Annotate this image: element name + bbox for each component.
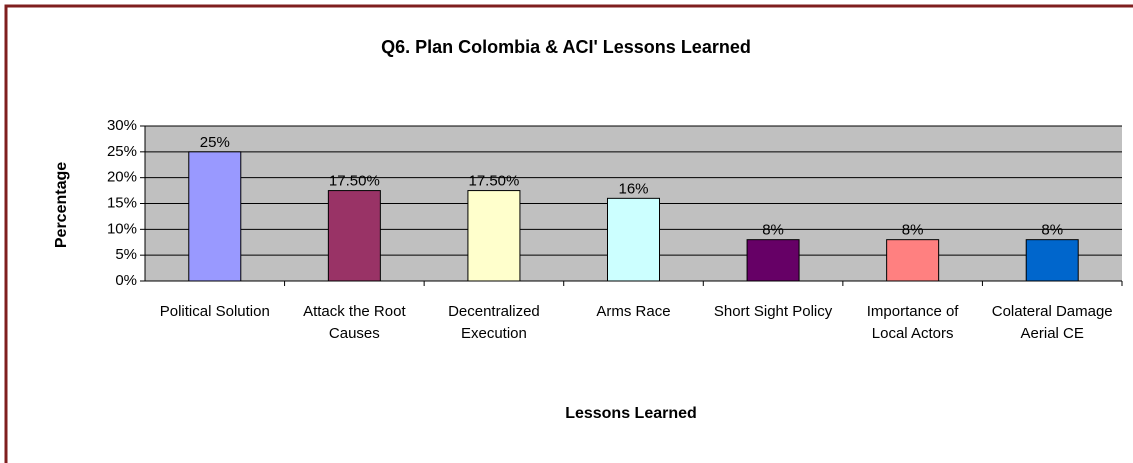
- x-tick-label: Attack the Root Causes: [303, 303, 406, 342]
- x-tick-label: Arms Race: [596, 303, 671, 320]
- x-tick-label: Colateral Damage Aerial CE: [991, 303, 1113, 342]
- x-tick-label: Short Sight Policy: [713, 303, 833, 320]
- y-tick-label: 20%: [107, 169, 137, 186]
- y-axis-title: Percentage: [53, 162, 70, 248]
- value-label: 25%: [200, 134, 230, 151]
- value-label: 8%: [762, 222, 784, 239]
- x-axis-title: Lessons Learned: [565, 405, 697, 422]
- bar: [886, 239, 940, 282]
- frame: [4, 4, 1133, 463]
- x-tick-label: Importance of Local Actors: [866, 303, 959, 342]
- bar: [1025, 239, 1079, 282]
- value-label: 16%: [618, 180, 648, 197]
- x-tick-label: Political Solution: [159, 303, 270, 320]
- bar: [467, 190, 521, 282]
- y-tick-label: 0%: [115, 272, 137, 289]
- y-tick-label: 25%: [107, 143, 137, 160]
- chart-title: Q6. Plan Colombia & ACI' Lessons Learned: [381, 37, 751, 57]
- y-tick-label: 5%: [115, 246, 137, 263]
- value-label: 17.50%: [329, 173, 380, 190]
- y-tick-label: 10%: [107, 220, 137, 237]
- bar: [327, 190, 381, 282]
- y-tick-label: 15%: [107, 194, 137, 211]
- bar: [607, 197, 660, 282]
- value-label: 17.50%: [468, 173, 519, 190]
- x-tick-label: Decentralized Execution: [448, 303, 540, 342]
- value-label: 8%: [1041, 222, 1063, 239]
- bar: [746, 239, 800, 282]
- y-tick-label: 30%: [107, 117, 137, 134]
- bar: [188, 151, 242, 282]
- value-label: 8%: [902, 222, 924, 239]
